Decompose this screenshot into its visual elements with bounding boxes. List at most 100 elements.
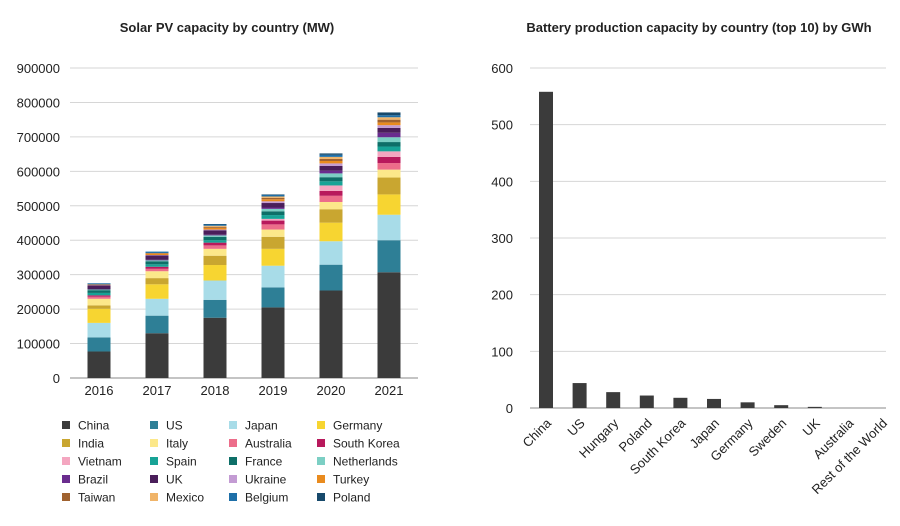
solar-bar-segment bbox=[319, 161, 343, 164]
battery-y-tick-label: 300 bbox=[491, 231, 513, 246]
battery-y-tick-label: 400 bbox=[491, 174, 513, 189]
legend-label: Italy bbox=[166, 437, 188, 451]
solar-bar-segment bbox=[203, 226, 227, 228]
solar-x-tick-label: 2016 bbox=[85, 383, 114, 398]
solar-y-tick-label: 800000 bbox=[17, 95, 60, 110]
legend-label: France bbox=[245, 455, 283, 469]
solar-bar-segment bbox=[319, 165, 343, 171]
solar-bar-segment bbox=[203, 227, 227, 230]
solar-bar-segment bbox=[319, 222, 343, 242]
solar-bar-segment bbox=[261, 207, 285, 209]
solar-bar-segment bbox=[319, 264, 343, 291]
solar-bar-segment bbox=[261, 215, 285, 219]
battery-bar bbox=[606, 392, 621, 408]
solar-bar-segment bbox=[377, 125, 401, 128]
legend-label: Australia bbox=[245, 437, 292, 451]
legend-label: Belgium bbox=[245, 491, 288, 505]
solar-bar-segment bbox=[261, 287, 285, 308]
legend-swatch bbox=[229, 475, 237, 483]
solar-bar-segment bbox=[319, 201, 343, 210]
solar-bar-segment bbox=[261, 218, 285, 221]
battery-bar bbox=[673, 397, 688, 408]
legend-swatch bbox=[317, 475, 325, 483]
solar-y-tick-label: 600000 bbox=[17, 164, 60, 179]
solar-bar-segment bbox=[377, 163, 401, 170]
solar-bar-segment bbox=[203, 265, 227, 281]
legend-swatch bbox=[150, 493, 158, 501]
battery-bar bbox=[539, 91, 553, 409]
battery-bar bbox=[639, 395, 654, 408]
solar-x-tick-labels: 2016 2017 2018 2019 2020 2021 bbox=[85, 383, 404, 398]
solar-bar-segment bbox=[319, 241, 343, 265]
solar-bar-segment bbox=[87, 337, 111, 352]
solar-bar-segment bbox=[319, 290, 343, 378]
solar-bar-segment bbox=[87, 292, 111, 296]
solar-y-tick-label: 0 bbox=[53, 371, 60, 386]
legend-swatch bbox=[62, 439, 70, 447]
solar-bar-segment bbox=[145, 278, 169, 285]
solar-bar-segment bbox=[261, 196, 285, 198]
solar-bar-segment bbox=[87, 298, 111, 306]
solar-bar-segment bbox=[319, 163, 343, 166]
battery-y-tick-label: 0 bbox=[506, 401, 513, 416]
legend-label: China bbox=[78, 419, 110, 433]
battery-y-tick-label: 200 bbox=[491, 288, 513, 303]
solar-x-tick-label: 2018 bbox=[201, 383, 230, 398]
solar-gridlines bbox=[70, 67, 418, 379]
solar-bar-segment bbox=[261, 194, 285, 195]
legend-swatch bbox=[150, 439, 158, 447]
solar-bar-segment bbox=[377, 115, 401, 118]
solar-bar-segment bbox=[87, 284, 111, 285]
legend-swatch bbox=[229, 493, 237, 501]
solar-bar-segment bbox=[145, 255, 169, 256]
solar-bar-segment bbox=[145, 315, 169, 334]
solar-bar-segment bbox=[319, 170, 343, 174]
solar-bar-segment bbox=[87, 285, 111, 290]
solar-bar-segment bbox=[377, 151, 401, 157]
solar-bar-segment bbox=[145, 260, 169, 262]
solar-bar-segment bbox=[377, 119, 401, 123]
solar-bar-segment bbox=[87, 284, 111, 286]
solar-bar-segment bbox=[145, 264, 169, 267]
solar-bar-segment bbox=[319, 181, 343, 186]
solar-bar-segment bbox=[145, 266, 169, 269]
solar-bar-segment bbox=[87, 308, 111, 323]
solar-bar-segment bbox=[87, 289, 111, 291]
solar-bar-segment bbox=[261, 199, 285, 202]
legend-label: Vietnam bbox=[78, 455, 122, 469]
solar-bar-segment bbox=[261, 307, 285, 378]
solar-bar-segment bbox=[377, 117, 401, 120]
battery-x-tick-label: Sweden bbox=[745, 416, 789, 460]
solar-bar-segment bbox=[145, 268, 169, 272]
solar-bar-segment bbox=[261, 211, 285, 216]
legend-swatch bbox=[317, 421, 325, 429]
solar-bar-segment bbox=[145, 251, 169, 253]
solar-bar-segment bbox=[377, 132, 401, 138]
solar-legend: China US Japan Germany India Italy Australia So… bbox=[62, 419, 400, 505]
legend-label: India bbox=[78, 437, 104, 451]
battery-bar bbox=[740, 402, 755, 408]
solar-bar-segment bbox=[319, 156, 343, 159]
solar-bar-segment bbox=[377, 112, 401, 116]
solar-x-tick-label: 2019 bbox=[259, 383, 288, 398]
solar-bar-segment bbox=[377, 127, 401, 133]
solar-bar-segment bbox=[319, 177, 343, 182]
solar-bar-segment bbox=[377, 169, 401, 178]
solar-bar-segment bbox=[87, 322, 111, 338]
legend-swatch bbox=[317, 439, 325, 447]
battery-chart: Battery production capacity by country (… bbox=[491, 20, 890, 497]
solar-bar-segment bbox=[145, 254, 169, 256]
legend-label: Turkey bbox=[333, 473, 369, 487]
solar-y-tick-label: 500000 bbox=[17, 199, 60, 214]
solar-bar-segment bbox=[145, 271, 169, 279]
solar-bar-segment bbox=[261, 248, 285, 266]
solar-bar-segment bbox=[145, 259, 169, 261]
solar-bar-segment bbox=[377, 240, 401, 273]
solar-bar-segment bbox=[203, 236, 227, 241]
legend-swatch bbox=[317, 457, 325, 465]
solar-y-tick-label: 200000 bbox=[17, 302, 60, 317]
solar-bar-segment bbox=[203, 235, 227, 237]
solar-bar-segment bbox=[145, 255, 169, 260]
solar-bar-segment bbox=[145, 333, 169, 378]
